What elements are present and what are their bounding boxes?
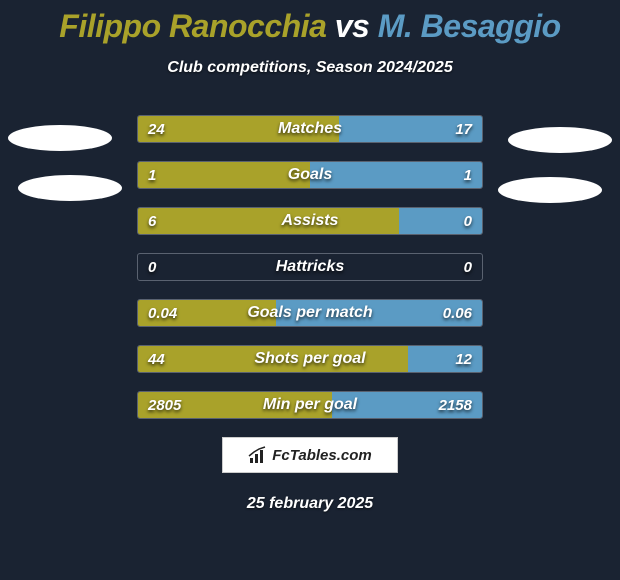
- decorative-oval: [18, 175, 122, 201]
- stat-row: 0.040.06Goals per match: [137, 299, 483, 327]
- watermark-text: FcTables.com: [272, 447, 371, 464]
- stat-row: 11Goals: [137, 161, 483, 189]
- stat-row: 2417Matches: [137, 115, 483, 143]
- content-area: 2417Matches 11Goals 60Assists 00Hattricks 0.…: [0, 115, 620, 419]
- stat-label: Goals per match: [138, 300, 482, 326]
- decorative-oval: [8, 125, 112, 151]
- stat-row: 28052158Min per goal: [137, 391, 483, 419]
- stat-label: Shots per goal: [138, 346, 482, 372]
- decorative-oval: [508, 127, 612, 153]
- stat-label: Assists: [138, 208, 482, 234]
- stat-row: 4412Shots per goal: [137, 345, 483, 373]
- stat-label: Hattricks: [138, 254, 482, 280]
- player1-name: Filippo Ranocchia: [59, 8, 326, 44]
- comparison-title: Filippo Ranocchia vs M. Besaggio: [0, 0, 620, 45]
- stat-row: 00Hattricks: [137, 253, 483, 281]
- stat-row: 60Assists: [137, 207, 483, 235]
- decorative-oval: [498, 177, 602, 203]
- chart-icon: [248, 446, 268, 464]
- stat-label: Goals: [138, 162, 482, 188]
- watermark-badge: FcTables.com: [222, 437, 398, 473]
- subtitle: Club competitions, Season 2024/2025: [0, 59, 620, 77]
- vs-text: vs: [335, 8, 370, 44]
- footer-date: 25 february 2025: [0, 495, 620, 513]
- comparison-bars: 2417Matches 11Goals 60Assists 00Hattricks 0.…: [137, 115, 483, 419]
- stat-label: Matches: [138, 116, 482, 142]
- stat-label: Min per goal: [138, 392, 482, 418]
- player2-name: M. Besaggio: [378, 8, 561, 44]
